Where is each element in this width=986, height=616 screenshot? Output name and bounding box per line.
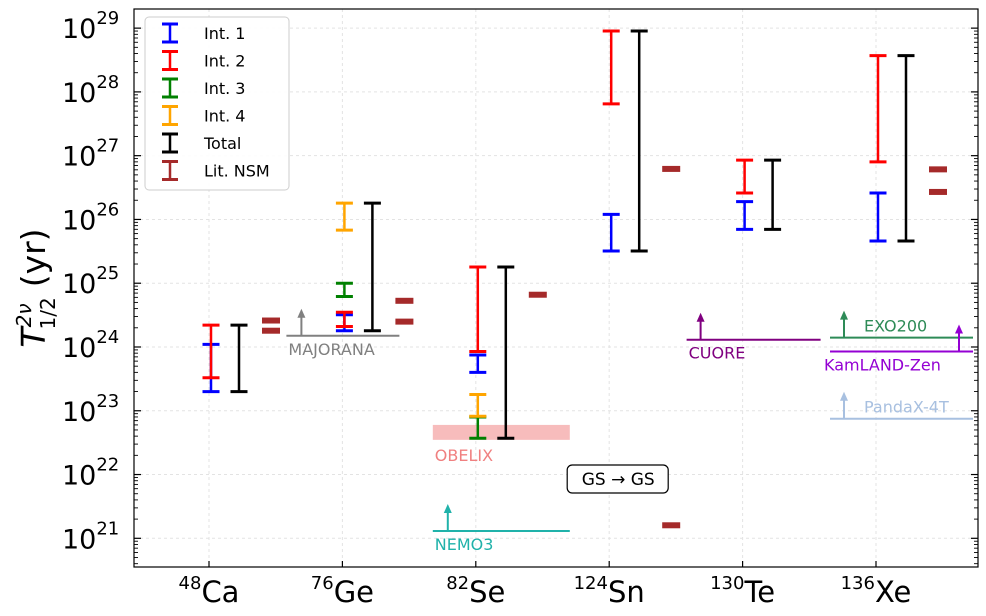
annotation: GS → GS: [566, 464, 669, 494]
legend-entry: Int. 3: [162, 77, 245, 99]
errorbar-total: [363, 201, 381, 333]
experiment-majorana: MAJORANA: [286, 308, 400, 359]
axes-frame: [133, 8, 979, 568]
y-tick-label: 1023: [62, 391, 119, 428]
legend-label: Int. 2: [204, 52, 245, 71]
y-tick-label: 1029: [62, 8, 119, 45]
x-tick-label-sn124: 124Sn: [574, 573, 645, 609]
lit-nsm-marker: [395, 318, 414, 325]
obelix-band: [432, 424, 570, 440]
lit-nsm-marker: [262, 317, 280, 324]
experiment-label: PandaX-4T: [864, 398, 949, 417]
lit-nsm-marker: [662, 165, 681, 172]
x-tick-label-ca48: 48Ca: [179, 573, 240, 609]
x-tick-label-te130: 130Te: [710, 573, 775, 609]
legend-entry: Int. 4: [162, 105, 245, 126]
legend-box: [144, 16, 290, 191]
legend-label: Total: [203, 134, 241, 153]
errorbar-int-2: [335, 310, 353, 328]
x-tick-label-xe136: 136Xe: [841, 573, 912, 609]
experiment-label: MAJORANA: [288, 340, 374, 359]
experiment-arrow-head: [297, 308, 306, 318]
y-axis-label: T2ν1/2(yr): [12, 228, 60, 347]
x-tick-label-ge76: 76Ge: [311, 573, 374, 609]
error-bars: [202, 29, 947, 529]
y-tick-label: 1027: [62, 136, 119, 173]
legend-entry: Lit. NSM: [162, 160, 270, 181]
legend-label: Int. 1: [204, 24, 245, 43]
errorbar-int-2: [869, 54, 887, 164]
x-tick-label-se82: 82Se: [446, 573, 505, 609]
errorbar-int-1: [469, 353, 487, 374]
legend-entry: Total: [162, 132, 241, 154]
lit-nsm-marker: [929, 188, 947, 195]
errorbar-int-4: [335, 201, 353, 232]
errorbar-int-3: [335, 281, 353, 298]
y-tick-label: 1025: [62, 263, 119, 300]
experiment-arrow-head: [840, 391, 848, 401]
lit-nsm-marker: [395, 297, 414, 304]
experiment-arrow-head: [443, 504, 452, 514]
experiment-label: OBELIX: [435, 446, 493, 465]
experiment-label: CUORE: [689, 344, 746, 363]
errorbar-total: [897, 54, 915, 243]
experiment-nemo3: NEMO3: [432, 504, 570, 554]
errorbar-total: [230, 323, 248, 394]
experiment-label: KamLAND-Zen: [824, 355, 941, 374]
y-axis: 1021 1022 1023 1024 1025 1026 1027 1028 1029: [62, 8, 978, 565]
legend-entry: Int. 2: [162, 50, 245, 71]
legend-entry: Int. 1: [162, 22, 245, 44]
lit-nsm-marker: [662, 522, 681, 529]
legend-label: Int. 3: [204, 79, 245, 98]
errorbar-total: [764, 158, 782, 231]
experiment-kamland-zen: KamLAND-Zen: [824, 324, 973, 374]
y-tick-label: 1028: [62, 72, 119, 109]
y-tick-label: 1026: [62, 199, 119, 236]
experiment-obelix: OBELIX: [432, 424, 570, 465]
annotation-box: [566, 464, 669, 494]
errorbar-int-1: [869, 191, 887, 243]
errorbar-int-2: [602, 29, 620, 106]
errorbar-int-2: [736, 158, 754, 195]
lit-nsm-marker: [929, 166, 947, 173]
errorbar-int-1: [736, 200, 754, 231]
errorbar-total: [497, 265, 515, 440]
y-tick-label: 1024: [62, 327, 119, 364]
annotation-text: GS → GS: [582, 470, 655, 490]
experiment-limits: MAJORANA OBELIX NEMO3 CUORE EXO200 KamLAND-Ze…: [286, 308, 973, 554]
experiment-label: EXO200: [864, 317, 927, 336]
y-tick-label: 1022: [62, 455, 119, 492]
errorbar-int-2: [202, 323, 220, 380]
experiment-arrow-head: [696, 312, 705, 322]
legend-label: Int. 4: [204, 107, 245, 126]
errorbar-total: [630, 29, 648, 253]
x-axis: 48Ca 76Ge 82Se 124Sn 130Te 136Xe: [179, 561, 912, 609]
errorbar-int-4: [469, 392, 487, 418]
y-tick-label: 1021: [62, 518, 119, 555]
lit-nsm-marker: [262, 327, 280, 334]
legend-label: Lit. NSM: [204, 162, 270, 181]
experiment-label: NEMO3: [435, 535, 494, 554]
lit-nsm-marker: [528, 291, 547, 298]
errorbar-int-1: [602, 212, 620, 253]
plot-frame: [133, 8, 979, 568]
experiment-cuore: CUORE: [686, 312, 821, 363]
experiment-exo200: EXO200: [830, 310, 973, 339]
experiment-arrow-head: [840, 310, 848, 320]
experiment-pandax-4t: PandaX-4T: [830, 391, 973, 420]
errorbar-int-2: [469, 265, 487, 353]
experiment-arrow-head: [955, 324, 963, 334]
legend: Int. 1 Int. 2 Int. 3 Int. 4 Total Lit. NSM: [144, 16, 290, 191]
